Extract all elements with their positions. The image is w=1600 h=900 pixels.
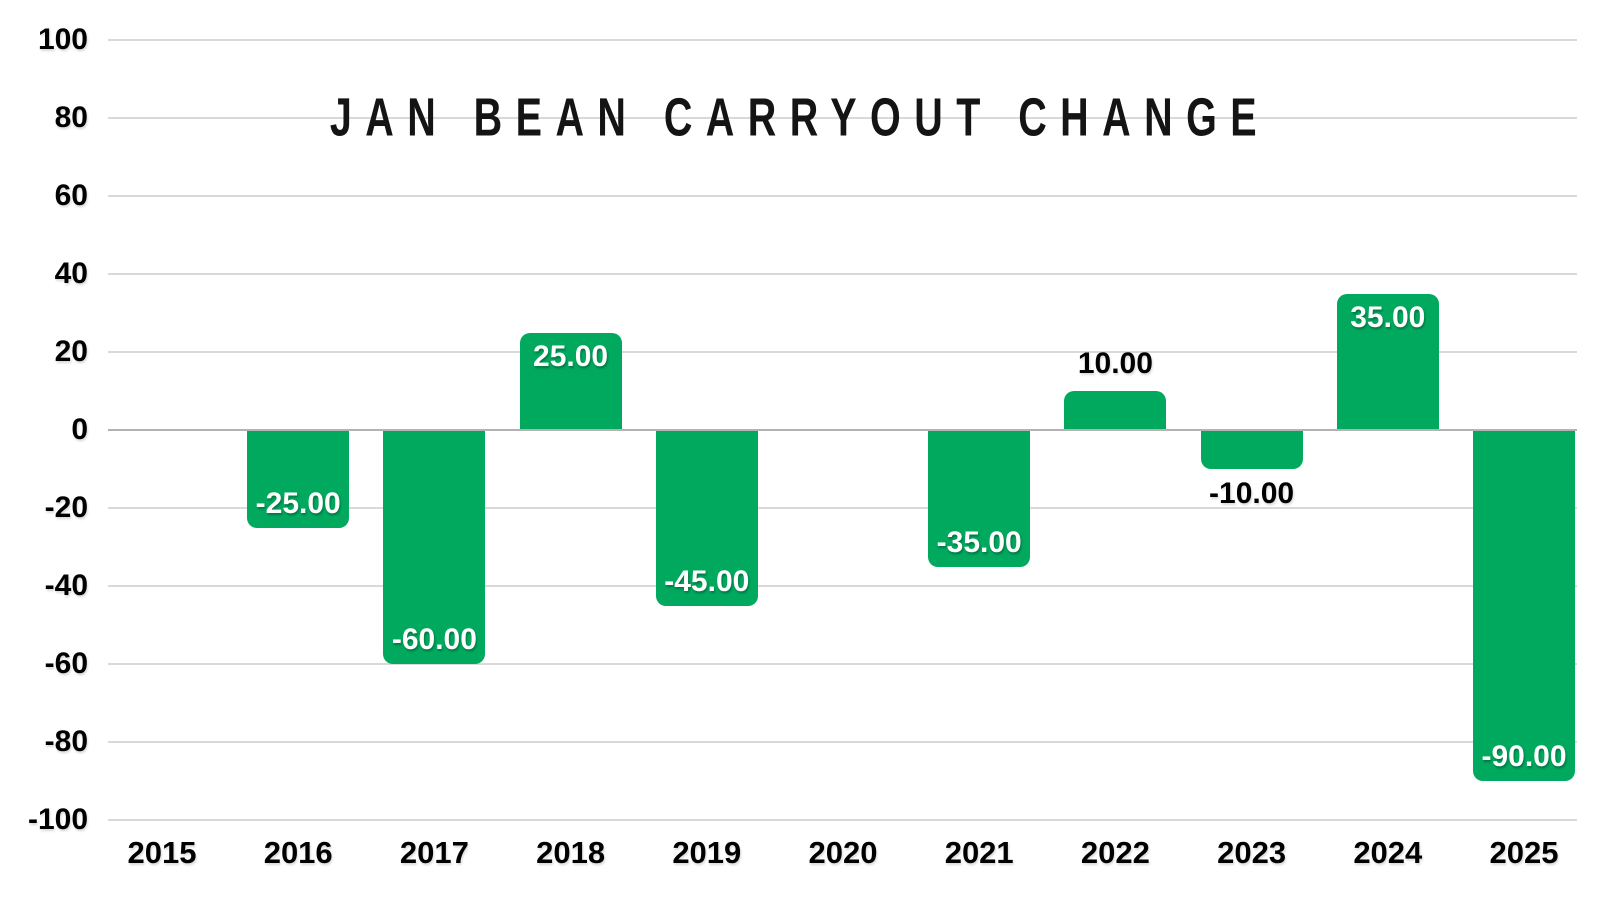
x-axis-tick-label: 2016 bbox=[263, 835, 333, 870]
x-axis-tick-label: 2021 bbox=[944, 835, 1014, 870]
bar-2024 bbox=[1336, 293, 1439, 430]
bar-2019 bbox=[655, 430, 758, 606]
y-axis-tick-label: -100 bbox=[27, 803, 88, 836]
gridline bbox=[108, 195, 1577, 197]
zero-gridline bbox=[108, 429, 1577, 431]
x-axis-tick-label: 2025 bbox=[1489, 835, 1559, 870]
gridline bbox=[108, 819, 1577, 821]
bar-value-label-2018: 25.00 bbox=[533, 339, 609, 373]
bar-2025 bbox=[1473, 430, 1575, 781]
bar-2016 bbox=[247, 430, 350, 528]
x-axis-tick-label: 2024 bbox=[1353, 835, 1423, 870]
bar-value-label-2022: 10.00 bbox=[1077, 347, 1153, 380]
gridline bbox=[108, 741, 1577, 743]
x-axis-tick-label: 2019 bbox=[672, 835, 742, 870]
chart-title: JAN BEAN CARRYOUT CHANGE bbox=[329, 87, 1271, 149]
gridline bbox=[108, 507, 1577, 509]
x-axis-tick-label: 2017 bbox=[399, 835, 469, 870]
bar-value-label-2017: -60.00 bbox=[391, 623, 477, 656]
bar-value-label-2024: 35.00 bbox=[1350, 300, 1426, 334]
y-axis-tick-label: -80 bbox=[44, 725, 88, 758]
bar-2018 bbox=[519, 332, 622, 430]
bar-2022 bbox=[1064, 391, 1167, 430]
x-axis-tick-label: 2022 bbox=[1080, 835, 1150, 870]
gridline bbox=[108, 117, 1577, 119]
x-axis-tick-label: 2020 bbox=[808, 835, 878, 870]
bar-value-label-2021: -35.00 bbox=[936, 525, 1022, 559]
bar-value-label-2016: -25.00 bbox=[255, 486, 341, 520]
bar-2021 bbox=[928, 430, 1031, 567]
gridline bbox=[108, 585, 1577, 587]
y-axis-tick-label: 60 bbox=[54, 179, 88, 212]
y-axis-tick-label: 20 bbox=[54, 335, 88, 368]
y-axis-tick-label: 80 bbox=[54, 101, 88, 134]
x-axis-tick-label: 2018 bbox=[536, 835, 606, 870]
gridline bbox=[108, 39, 1577, 41]
gridline bbox=[108, 351, 1577, 353]
x-axis-tick-label: 2015 bbox=[127, 835, 197, 870]
x-axis-tick-label: 2023 bbox=[1217, 835, 1287, 870]
bar-value-label-2023: -10.00 bbox=[1209, 477, 1295, 510]
y-axis-tick-label: 0 bbox=[71, 413, 88, 446]
bar-2023 bbox=[1200, 430, 1303, 469]
bar-value-label-2019: -45.00 bbox=[664, 564, 750, 598]
y-axis-tick-label: 40 bbox=[54, 257, 88, 290]
bar-value-label-2025: -90.00 bbox=[1481, 740, 1567, 773]
gridline bbox=[108, 273, 1577, 275]
y-axis-tick-label: -60 bbox=[44, 647, 88, 680]
y-axis-tick-label: -20 bbox=[44, 491, 88, 524]
y-axis-tick-label: -40 bbox=[44, 569, 88, 602]
bar-2017 bbox=[383, 430, 486, 664]
y-axis-tick-label: 100 bbox=[37, 23, 88, 56]
gridline bbox=[108, 663, 1577, 665]
